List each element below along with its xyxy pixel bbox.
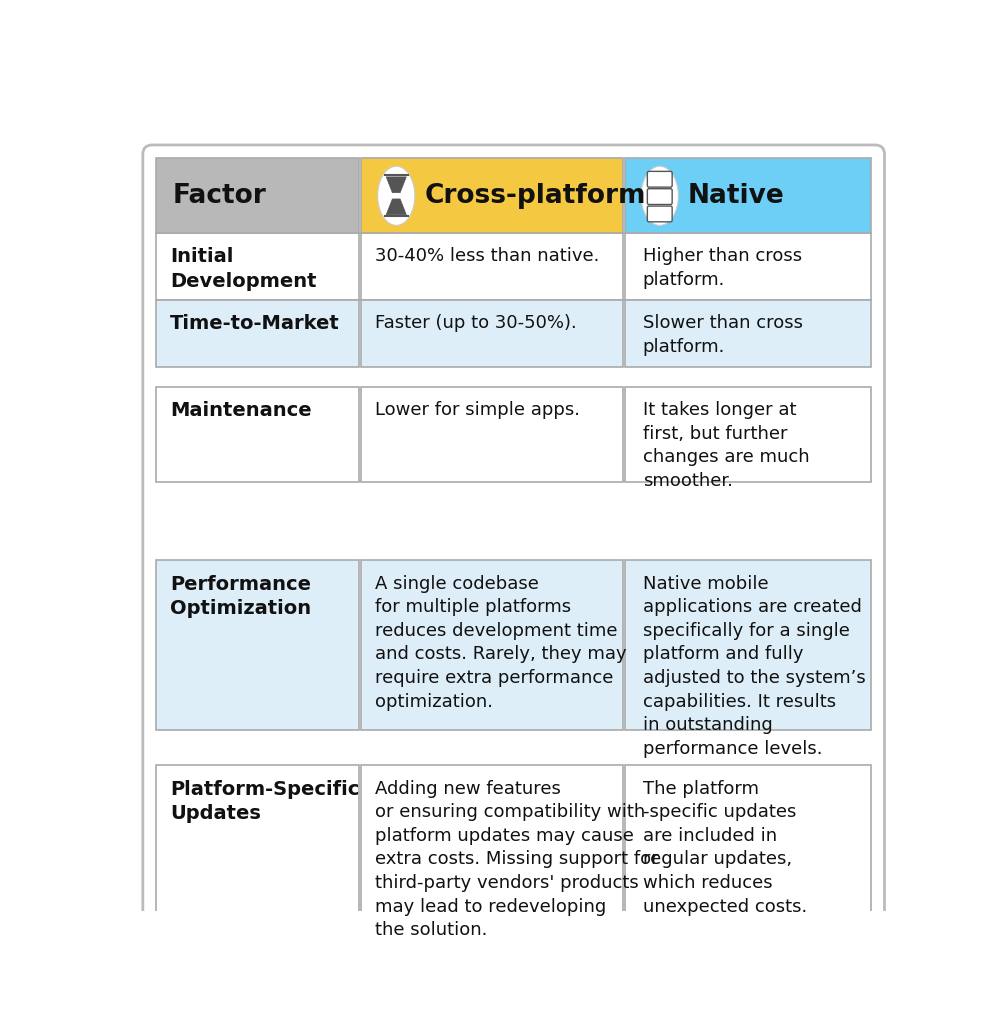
Bar [361, 233, 623, 300]
Ellipse shape [378, 166, 415, 225]
FancyBboxPatch shape [647, 206, 672, 222]
Text: Lower for simple apps.: Lower for simple apps. [375, 401, 580, 419]
Text: A single codebase
for multiple platforms
reduces development time
and costs. Rar: A single codebase for multiple platforms… [375, 574, 627, 711]
Bar [625, 387, 871, 481]
Bar [361, 560, 623, 730]
Text: The platform
-specific updates
are included in
regular updates,
which reduces
un: The platform -specific updates are inclu… [643, 779, 807, 915]
Bar [625, 300, 871, 368]
Text: Time-to-Market: Time-to-Market [170, 314, 340, 334]
Bar [156, 387, 359, 481]
Polygon shape [386, 177, 406, 193]
Text: 30-40% less than native.: 30-40% less than native. [375, 248, 600, 265]
Text: Cross-platform: Cross-platform [424, 183, 646, 209]
Text: Slower than cross
platform.: Slower than cross platform. [643, 314, 803, 356]
Polygon shape [386, 199, 406, 215]
Bar [361, 159, 623, 233]
Text: Faster (up to 30-50%).: Faster (up to 30-50%). [375, 314, 577, 333]
Text: Native: Native [688, 183, 784, 209]
Text: Performance
Optimization: Performance Optimization [170, 574, 311, 617]
Text: Initial
Development: Initial Development [170, 248, 316, 291]
FancyBboxPatch shape [647, 188, 672, 205]
Text: It takes longer at
first, but further
changes are much
smoother.: It takes longer at first, but further ch… [643, 401, 809, 490]
Bar [156, 233, 359, 300]
Bar [625, 159, 871, 233]
Text: Factor: Factor [173, 183, 267, 209]
FancyBboxPatch shape [143, 145, 885, 980]
Bar [625, 766, 871, 967]
Bar [156, 560, 359, 730]
Bar [625, 560, 871, 730]
Bar [625, 233, 871, 300]
Bar [156, 766, 359, 967]
Bar [156, 300, 359, 368]
Bar [156, 159, 359, 233]
Ellipse shape [641, 166, 678, 225]
Bar [361, 387, 623, 481]
Text: Platform-Specific
Updates: Platform-Specific Updates [170, 779, 359, 823]
Text: Maintenance: Maintenance [170, 401, 312, 420]
Text: Adding new features
or ensuring compatibility with
platform updates may cause
ex: Adding new features or ensuring compatib… [375, 779, 659, 939]
Bar [361, 300, 623, 368]
Text: Native mobile
applications are created
specifically for a single
platform and fu: Native mobile applications are created s… [643, 574, 865, 758]
FancyBboxPatch shape [647, 171, 672, 187]
Bar [361, 766, 623, 967]
Text: Higher than cross
platform.: Higher than cross platform. [643, 248, 802, 289]
